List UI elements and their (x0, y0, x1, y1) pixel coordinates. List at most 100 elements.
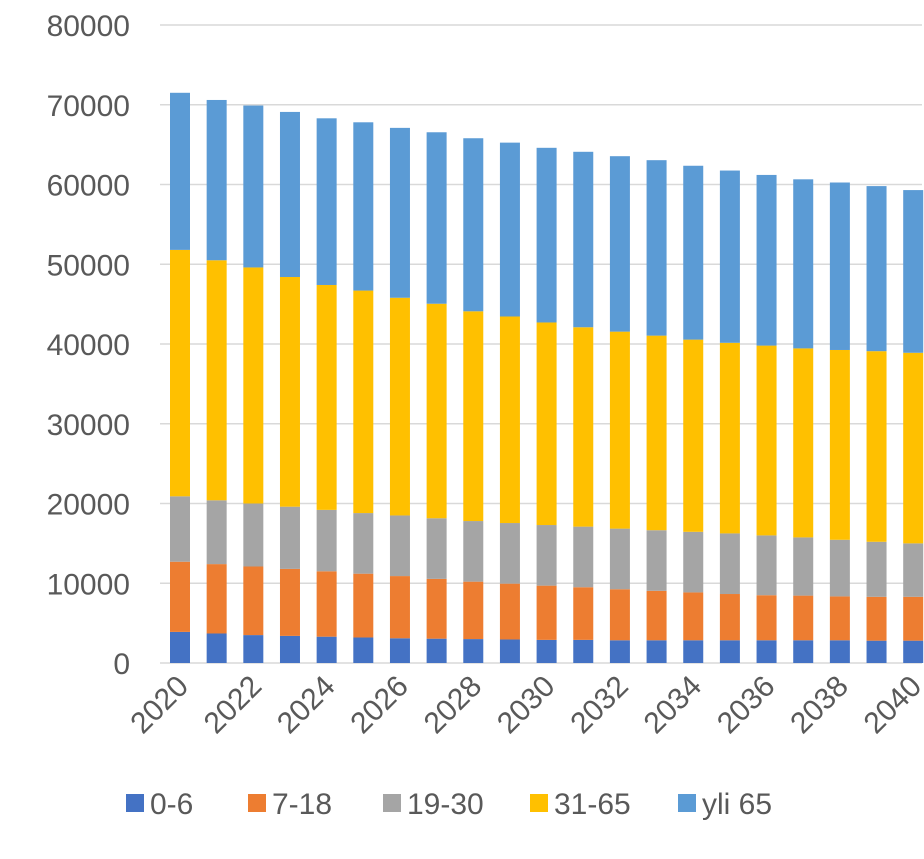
bar-31-65-2032 (609, 331, 630, 529)
bar-yli-65-2024 (316, 118, 337, 285)
y-axis: 0 10000 20000 30000 40000 50000 60000 70000 8000… (47, 10, 130, 681)
legend-label: 7-18 (272, 788, 332, 821)
x-tick-label: 2024 (271, 670, 342, 741)
bar-31-65-2026 (389, 297, 410, 516)
bar-yli-65-2037 (793, 179, 814, 349)
bar-yli-65-2033 (646, 160, 667, 336)
bar-31-65-2040 (903, 352, 924, 544)
bar-0-6-2024 (316, 636, 337, 663)
bar-31-65-2023 (279, 277, 300, 507)
bar-0-6-2033 (646, 640, 667, 663)
bar-19-30-2022 (243, 503, 264, 567)
y-tick-label: 10000 (47, 568, 130, 601)
bar-0-6-2028 (463, 639, 484, 663)
legend-label: 0-6 (150, 788, 193, 821)
legend-label: yli 65 (702, 788, 772, 821)
bar-7-18-2034 (683, 592, 704, 641)
bar-7-18-2025 (353, 573, 374, 638)
bar-19-30-2035 (719, 533, 740, 595)
bar-31-65-2038 (829, 349, 850, 540)
bar-area (170, 92, 924, 663)
bar-31-65-2022 (243, 267, 264, 504)
y-tick-label: 70000 (47, 90, 130, 123)
bar-7-18-2040 (903, 596, 924, 641)
bar-7-18-2032 (609, 589, 630, 641)
bar-yli-65-2036 (756, 174, 777, 346)
bar-yli-65-2038 (829, 182, 850, 350)
bar-yli-65-2022 (243, 105, 264, 268)
y-tick-label: 20000 (47, 489, 130, 522)
bar-7-18-2026 (389, 576, 410, 639)
bar-19-30-2028 (463, 521, 484, 582)
x-tick-label: 2032 (564, 670, 635, 741)
bar-0-6-2027 (426, 638, 447, 663)
bar-19-30-2039 (866, 541, 887, 597)
bar-0-6-2039 (866, 640, 887, 663)
legend-swatch (248, 794, 266, 812)
bar-0-6-2030 (536, 639, 557, 663)
bar-yli-65-2026 (389, 127, 410, 298)
bar-7-18-2021 (206, 564, 227, 634)
legend-swatch (383, 794, 401, 812)
bar-yli-65-2040 (903, 190, 924, 353)
x-tick-label: 2020 (124, 670, 195, 741)
bar-yli-65-2023 (279, 111, 300, 278)
bar-31-65-2036 (756, 345, 777, 536)
bar-19-30-2029 (499, 523, 520, 584)
bar-19-30-2020 (170, 496, 190, 562)
bar-7-18-2039 (866, 596, 887, 641)
bar-0-6-2035 (719, 640, 740, 663)
y-tick-label: 50000 (47, 249, 130, 282)
bar-0-6-2023 (279, 635, 300, 663)
bar-yli-65-2030 (536, 147, 557, 323)
bar-0-6-2038 (829, 640, 850, 663)
bar-19-30-2038 (829, 539, 850, 597)
bar-yli-65-2035 (719, 170, 740, 343)
x-tick-label: 2026 (344, 670, 415, 741)
y-tick-label: 60000 (47, 170, 130, 203)
legend: 0-6 7-18 19-30 31-65 yli 65 (126, 788, 772, 821)
bar-31-65-2037 (793, 348, 814, 538)
y-tick-label: 0 (113, 648, 130, 681)
bar-0-6-2034 (683, 640, 704, 663)
legend-swatch (126, 794, 144, 812)
bar-19-30-2032 (609, 528, 630, 590)
bar-7-18-2028 (463, 581, 484, 640)
bar-0-6-2031 (573, 639, 594, 663)
bar-7-18-2033 (646, 590, 667, 641)
bar-0-6-2037 (793, 640, 814, 663)
bar-0-6-2032 (609, 640, 630, 663)
bar-yli-65-2039 (866, 186, 887, 352)
bar-0-6-2029 (499, 639, 520, 663)
x-tick-label: 2022 (198, 670, 269, 741)
legend-swatch (530, 794, 548, 812)
x-axis: 2020 2022 2024 2026 2028 2030 2032 2034 2036 2038… (124, 670, 924, 741)
bar-19-30-2040 (903, 543, 924, 597)
bar-0-6-2021 (206, 633, 227, 663)
bar-31-65-2025 (353, 290, 374, 514)
x-tick-label: 2036 (711, 670, 782, 741)
y-tick-label: 40000 (47, 329, 130, 362)
x-tick-label: 2030 (491, 670, 562, 741)
bar-19-30-2021 (206, 500, 227, 565)
bar-0-6-2040 (903, 640, 924, 663)
bar-19-30-2027 (426, 518, 447, 579)
bar-19-30-2025 (353, 513, 374, 574)
bar-19-30-2031 (573, 526, 594, 588)
legend-label: 31-65 (554, 788, 631, 821)
bar-7-18-2023 (279, 568, 300, 636)
x-tick-label: 2034 (638, 670, 709, 741)
bar-7-18-2029 (499, 583, 520, 640)
x-tick-label: 2040 (858, 670, 924, 741)
bar-7-18-2035 (719, 594, 740, 641)
bar-yli-65-2029 (499, 142, 520, 317)
bar-31-65-2028 (463, 311, 484, 522)
bar-7-18-2020 (170, 561, 190, 632)
bar-0-6-2020 (170, 631, 190, 663)
x-tick-label: 2038 (784, 670, 855, 741)
bar-19-30-2024 (316, 509, 337, 572)
bar-19-30-2023 (279, 506, 300, 569)
bar-31-65-2035 (719, 342, 740, 534)
bar-yli-65-2027 (426, 132, 447, 304)
